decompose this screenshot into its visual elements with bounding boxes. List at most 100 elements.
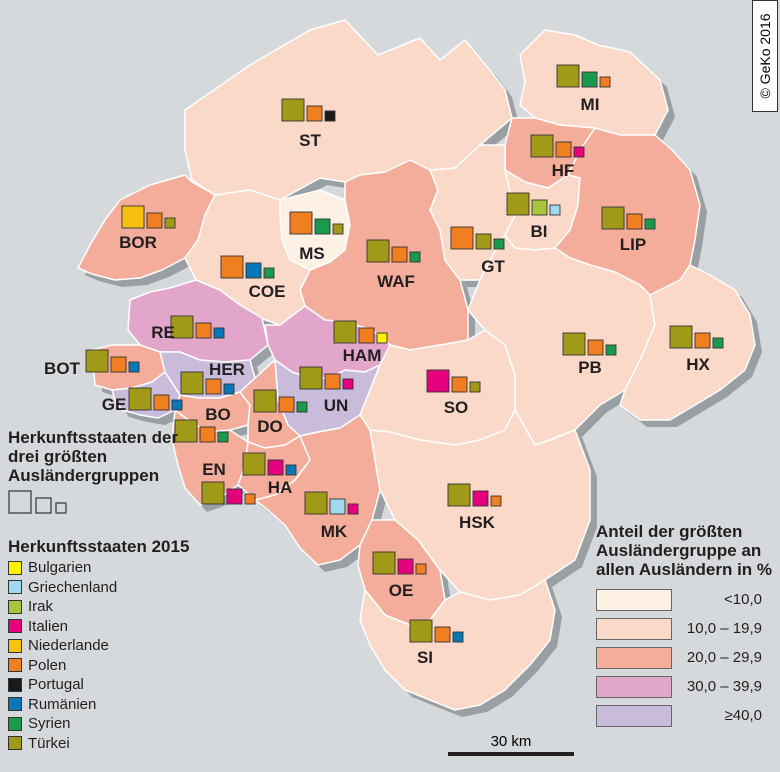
group-square-bot-1 bbox=[85, 349, 109, 373]
group-square-ge-1 bbox=[128, 387, 152, 411]
group-square-hsk-3 bbox=[490, 495, 502, 507]
scale-bar-line bbox=[448, 752, 574, 756]
copyright-box: © GeKo 2016 bbox=[752, 0, 778, 112]
group-square-st-2 bbox=[306, 105, 323, 122]
group-square-bi-3 bbox=[549, 204, 561, 216]
group-square-her-3 bbox=[223, 383, 235, 395]
country-legend-item: Syrien bbox=[8, 714, 208, 734]
country-legend-item: Niederlande bbox=[8, 636, 208, 656]
group-square-ge-2 bbox=[153, 394, 170, 411]
group-square-en-3 bbox=[244, 493, 256, 505]
country-legend-item: Irak bbox=[8, 597, 208, 617]
district-label-waf: WAF bbox=[377, 272, 415, 291]
group-square-bor-3 bbox=[164, 217, 176, 229]
country-name: Irak bbox=[28, 598, 54, 616]
group-square-coe-3 bbox=[263, 267, 275, 279]
district-label-si: SI bbox=[417, 648, 433, 667]
share-swatch bbox=[596, 675, 672, 698]
share-swatch bbox=[596, 704, 672, 727]
group-square-pb-2 bbox=[587, 339, 604, 356]
group-square-ham-1 bbox=[333, 320, 357, 344]
group-square-re-2 bbox=[195, 322, 212, 339]
group-square-so-1 bbox=[426, 369, 450, 393]
share-legend-item: 30,0 – 39,9 bbox=[596, 672, 780, 701]
group-square-do-2 bbox=[278, 396, 295, 413]
size-square-large bbox=[8, 490, 32, 514]
country-swatch bbox=[8, 619, 22, 634]
group-square-ham-3 bbox=[376, 332, 388, 344]
country-legend-item: Polen bbox=[8, 656, 208, 676]
size-square-small bbox=[55, 502, 67, 514]
country-legend-list: Bulgarien Griechenland Irak Italien Niederla… bbox=[8, 558, 208, 753]
group-square-her-1 bbox=[180, 371, 204, 395]
group-square-pb-1 bbox=[562, 332, 586, 356]
group-square-gt-1 bbox=[450, 226, 474, 250]
group-square-re-3 bbox=[213, 327, 225, 339]
country-name: Türkei bbox=[28, 734, 70, 752]
group-square-her-2 bbox=[205, 378, 222, 395]
country-legend-item: Italien bbox=[8, 617, 208, 637]
size-square-medium bbox=[35, 497, 52, 514]
group-square-coe-1 bbox=[220, 255, 244, 279]
group-square-pb-3 bbox=[605, 344, 617, 356]
group-square-do-3 bbox=[296, 401, 308, 413]
share-swatch bbox=[596, 617, 672, 640]
district-label-her: HER bbox=[209, 360, 245, 379]
district-label-lip: LIP bbox=[620, 235, 646, 254]
district-label-bot: BOT bbox=[44, 359, 81, 378]
district-label-re: RE bbox=[151, 323, 175, 342]
group-square-bot-2 bbox=[110, 356, 127, 373]
group-square-mi-1 bbox=[556, 64, 580, 88]
district-label-hx: HX bbox=[686, 355, 710, 374]
group-square-hsk-2 bbox=[472, 490, 489, 507]
group-square-so-2 bbox=[451, 376, 468, 393]
group-square-ge-3 bbox=[171, 399, 183, 411]
group-square-re-1 bbox=[170, 315, 194, 339]
district-label-ms: MS bbox=[299, 244, 325, 263]
district-label-st: ST bbox=[299, 131, 321, 150]
country-swatch bbox=[8, 580, 22, 595]
group-square-ha-2 bbox=[267, 459, 284, 476]
district-label-ha: HA bbox=[268, 478, 293, 497]
size-legend: Herkunftsstaaten der drei größten Auslän… bbox=[8, 428, 208, 520]
scale-bar: 30 km bbox=[448, 733, 574, 756]
district-label-bi: BI bbox=[531, 222, 548, 241]
country-legend-item: Griechenland bbox=[8, 578, 208, 598]
group-square-si-2 bbox=[434, 626, 451, 643]
country-legend-item: Bulgarien bbox=[8, 558, 208, 578]
group-square-un-2 bbox=[324, 373, 341, 390]
country-swatch bbox=[8, 658, 22, 673]
district-label-mk: MK bbox=[321, 522, 348, 541]
district-label-oe: OE bbox=[389, 581, 414, 600]
district-label-un: UN bbox=[324, 396, 349, 415]
group-square-lip-2 bbox=[626, 213, 643, 230]
group-square-mk-3 bbox=[347, 503, 359, 515]
country-swatch bbox=[8, 677, 22, 692]
share-legend-item: 10,0 – 19,9 bbox=[596, 614, 780, 643]
share-class-label: ≥40,0 bbox=[724, 707, 762, 724]
share-class-label: 30,0 – 39,9 bbox=[686, 678, 762, 695]
country-swatch bbox=[8, 697, 22, 712]
group-square-waf-3 bbox=[409, 251, 421, 263]
group-square-bo-3 bbox=[217, 431, 229, 443]
group-square-en-2 bbox=[226, 488, 243, 505]
district-label-bo: BO bbox=[205, 405, 231, 424]
group-square-so-3 bbox=[469, 381, 481, 393]
group-square-hf-2 bbox=[555, 141, 572, 158]
group-square-hx-1 bbox=[669, 325, 693, 349]
group-square-waf-1 bbox=[366, 239, 390, 263]
group-square-st-3 bbox=[324, 110, 336, 122]
country-swatch bbox=[8, 736, 22, 751]
district-area-mk[interactable] bbox=[254, 414, 381, 566]
group-square-hf-3 bbox=[573, 146, 585, 158]
group-square-coe-2 bbox=[245, 262, 262, 279]
district-area-si[interactable] bbox=[359, 579, 556, 711]
group-square-mi-3 bbox=[599, 76, 611, 88]
district-label-en: EN bbox=[202, 460, 226, 479]
country-legend-item: Türkei bbox=[8, 734, 208, 754]
share-swatch bbox=[596, 646, 672, 669]
group-square-ms-1 bbox=[289, 211, 313, 235]
group-square-bor-2 bbox=[146, 212, 163, 229]
group-square-bi-2 bbox=[531, 199, 548, 216]
group-square-ha-1 bbox=[242, 452, 266, 476]
